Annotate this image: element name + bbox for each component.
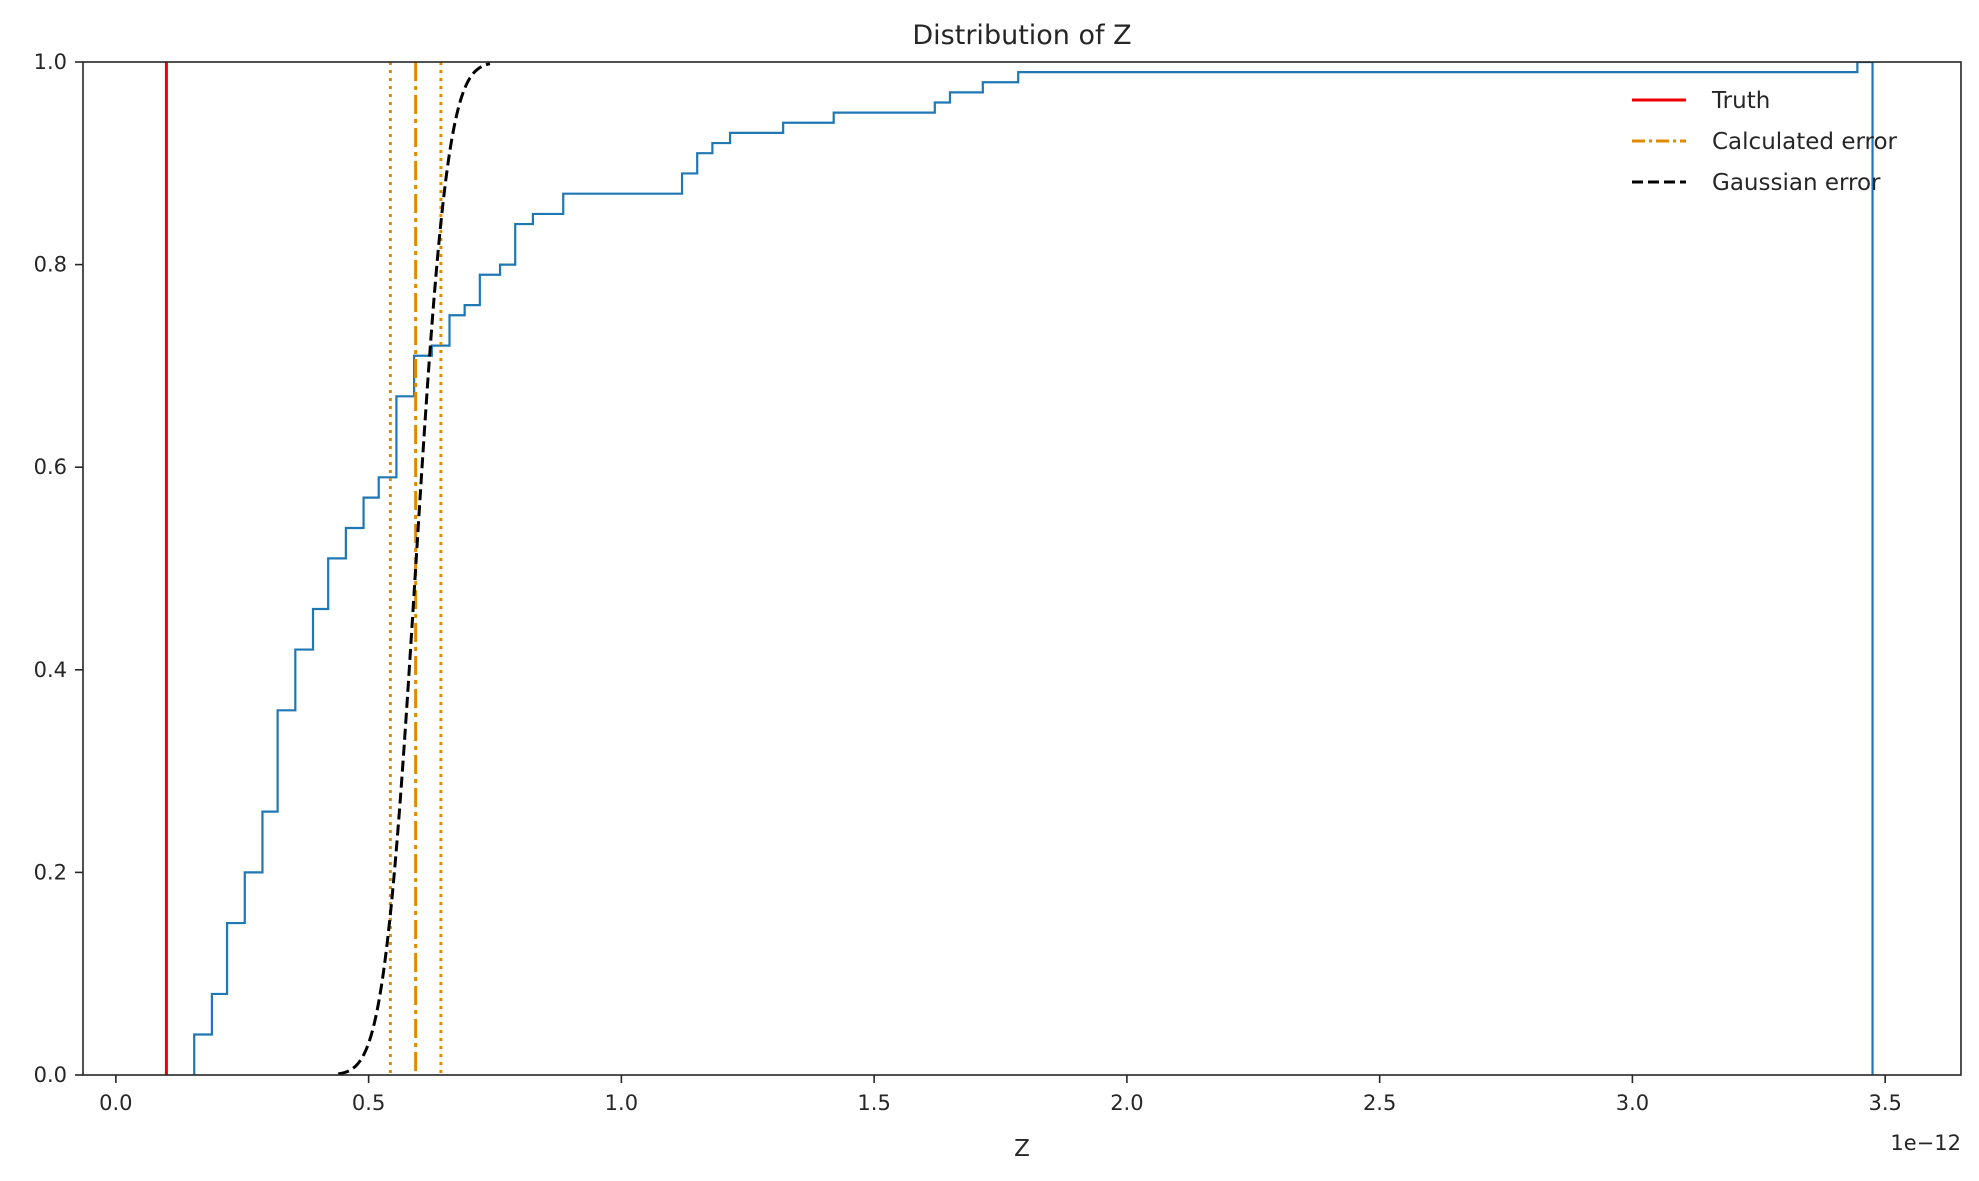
x-tick-label: 0.5 — [352, 1091, 385, 1115]
legend: Truth Calculated error Gaussian error — [1632, 88, 1898, 196]
legend-label: Gaussian error — [1712, 170, 1881, 196]
x-tick-label: 2.5 — [1363, 1091, 1396, 1115]
plot-frame — [82, 61, 1962, 1076]
gaussian-cdf-curve — [338, 62, 491, 1075]
legend-label: Truth — [1711, 88, 1770, 114]
x-tick-label: 1.0 — [605, 1091, 638, 1115]
y-tick-label: 0.8 — [34, 253, 67, 277]
chart-title: Distribution of Z — [912, 20, 1131, 51]
legend-entry: Calculated error — [1632, 129, 1898, 155]
x-tick-label: 0.0 — [99, 1091, 132, 1115]
x-axis-offset-label: 1e−12 — [1890, 1131, 1961, 1155]
x-tick-label: 3.0 — [1616, 1091, 1649, 1115]
legend-label: Calculated error — [1712, 129, 1898, 155]
y-tick-label: 0.6 — [34, 455, 67, 479]
y-tick-label: 0.0 — [34, 1063, 67, 1087]
y-tick-label: 0.2 — [34, 860, 67, 884]
x-tick-label: 3.5 — [1868, 1091, 1901, 1115]
x-tick-label: 2.0 — [1110, 1091, 1143, 1115]
plot-area — [164, 62, 1874, 1075]
axis-ticks: 0.0 0.5 1.0 1.5 2.0 2.5 3.0 3.5 0.0 0.2 0.4 0.6 0.8 1… — [34, 50, 1902, 1115]
plot-data-layer — [164, 62, 1874, 1075]
x-axis-label: Z — [1014, 1136, 1030, 1162]
ecdf-step-line — [193, 62, 1874, 1075]
x-tick-label: 1.5 — [857, 1091, 890, 1115]
legend-entry: Gaussian error — [1632, 170, 1881, 196]
legend-entry: Truth — [1632, 88, 1770, 114]
y-tick-label: 1.0 — [34, 50, 67, 74]
y-tick-label: 0.4 — [34, 658, 67, 682]
